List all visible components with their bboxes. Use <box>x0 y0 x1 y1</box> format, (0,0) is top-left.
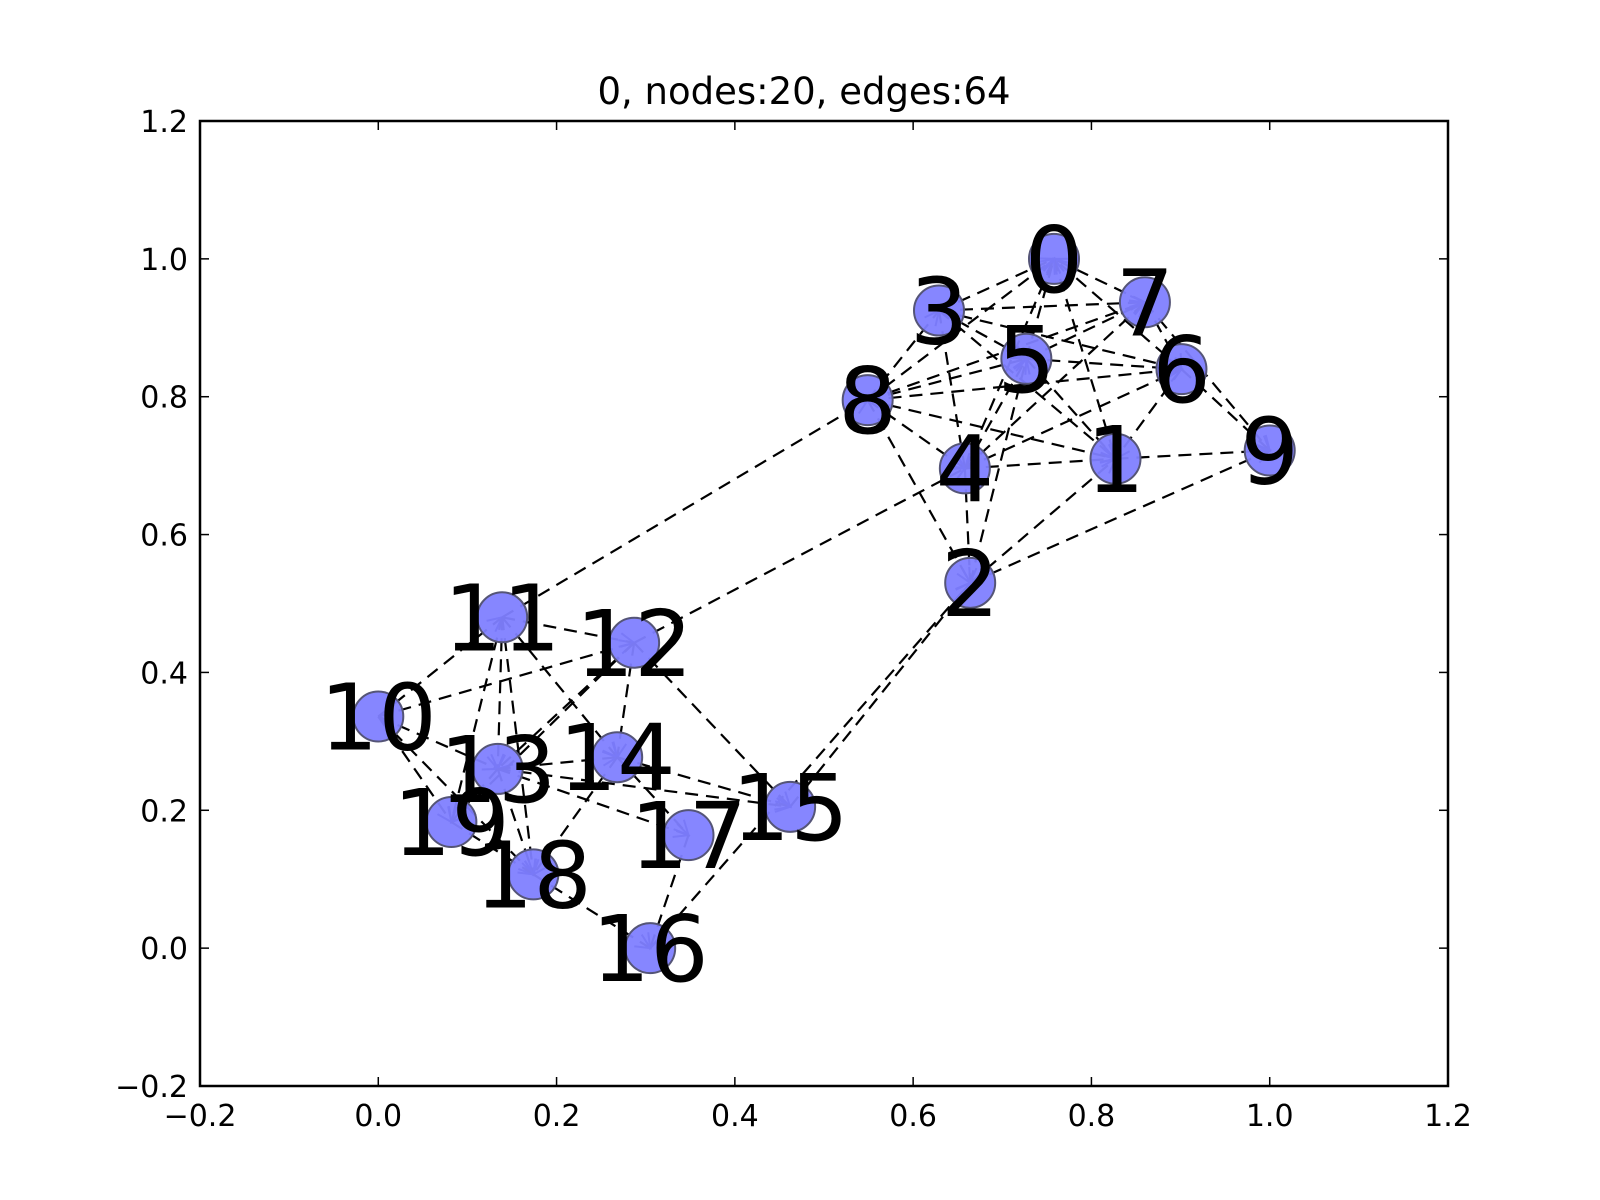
edge-line <box>969 358 1028 584</box>
x-tick-label: 1.0 <box>1246 1099 1294 1134</box>
node-label-13: 13 <box>439 717 556 824</box>
edge-line <box>633 642 791 808</box>
x-tick-label: −0.2 <box>164 1099 237 1134</box>
y-tick-label: 0.2 <box>140 794 188 829</box>
y-tick-label: 0.0 <box>140 932 188 967</box>
node-0 <box>1027 232 1080 285</box>
edge-line <box>789 582 972 808</box>
node-2 <box>944 556 997 609</box>
x-tick-label: 1.2 <box>1424 1099 1472 1134</box>
node-label-3: 3 <box>910 259 969 366</box>
node-19 <box>425 796 478 849</box>
x-tick-label: 0.8 <box>1068 1099 1116 1134</box>
node-14 <box>591 731 644 784</box>
chart-title: 0, nodes:20, edges:64 <box>597 70 1010 113</box>
node-15 <box>764 780 817 833</box>
node-16 <box>624 922 677 975</box>
node-label-15: 15 <box>732 755 849 862</box>
node-label-17: 17 <box>630 783 747 890</box>
node-label-16: 16 <box>592 896 709 1003</box>
edge-line <box>616 756 791 808</box>
edge-line <box>964 368 1182 470</box>
node-label-6: 6 <box>1152 317 1211 424</box>
plot-frame <box>198 119 1450 1088</box>
node-5 <box>1000 332 1053 385</box>
node-label-12: 12 <box>576 591 693 698</box>
node-label-8: 8 <box>838 348 897 455</box>
edge-line <box>377 715 535 876</box>
edge-line <box>969 457 1117 584</box>
x-tick-label: 0.6 <box>889 1099 937 1134</box>
y-tick-label: −0.2 <box>115 1070 188 1105</box>
edge-line <box>450 617 504 823</box>
node-label-18: 18 <box>475 822 592 929</box>
edge-line <box>1144 301 1271 452</box>
edge-line <box>867 357 1027 402</box>
node-17 <box>662 809 715 862</box>
node-4 <box>938 442 991 495</box>
edge-line <box>1053 258 1183 370</box>
edge-line <box>501 616 619 758</box>
node-12 <box>608 616 661 669</box>
edge-line <box>938 301 1145 312</box>
node-3 <box>912 284 965 337</box>
nodes-layer <box>352 232 1296 975</box>
edge-line <box>501 399 869 619</box>
node-1 <box>1089 432 1142 485</box>
edge-line <box>866 399 972 584</box>
node-label-2: 2 <box>941 531 1000 638</box>
node-6 <box>1155 343 1208 396</box>
y-tick-label: 0.4 <box>140 656 188 691</box>
node-7 <box>1118 276 1171 329</box>
y-tick-label: 1.2 <box>140 105 188 140</box>
edge-line <box>938 309 1027 360</box>
node-label-9: 9 <box>1240 398 1299 505</box>
edge-line <box>1053 257 1146 304</box>
node-8 <box>841 374 894 427</box>
edge-line <box>969 449 1271 584</box>
x-tick-label: 0.0 <box>354 1099 402 1134</box>
edge-line <box>497 767 689 837</box>
node-9 <box>1243 424 1296 477</box>
node-18 <box>507 848 560 901</box>
edge-line <box>377 641 635 718</box>
node-label-19: 19 <box>393 770 510 877</box>
edge-line <box>501 617 535 875</box>
edge-line <box>649 582 972 949</box>
node-label-4: 4 <box>936 416 995 523</box>
y-tick-label: 1.0 <box>140 243 188 278</box>
node-label-10: 10 <box>320 665 437 772</box>
edge-line <box>1052 258 1117 460</box>
node-label-11: 11 <box>444 565 561 672</box>
y-tick-label: 0.8 <box>140 381 188 416</box>
x-tick-label: 0.4 <box>711 1099 759 1134</box>
node-13 <box>471 742 524 795</box>
edge-line <box>450 642 635 823</box>
edge-line <box>937 310 966 469</box>
x-tick-label: 0.2 <box>533 1099 581 1134</box>
node-label-1: 1 <box>1086 407 1145 514</box>
edge-line <box>377 616 503 718</box>
node-label-5: 5 <box>997 307 1056 414</box>
axes-layer: −0.2 0.0 0.2 0.4 0.6 0.8 1.0 1.2 −0.2 0.0 0.2 0.4 0.… <box>115 105 1472 1134</box>
node-11 <box>476 591 529 644</box>
node-label-0: 0 <box>1025 207 1084 314</box>
node-label-7: 7 <box>1116 250 1175 357</box>
node-10 <box>352 690 405 743</box>
node-label-14: 14 <box>559 705 676 812</box>
edge-line <box>450 821 534 876</box>
edge-line <box>497 767 791 808</box>
y-tick-label: 0.6 <box>140 519 188 554</box>
edge-line <box>867 399 1116 460</box>
